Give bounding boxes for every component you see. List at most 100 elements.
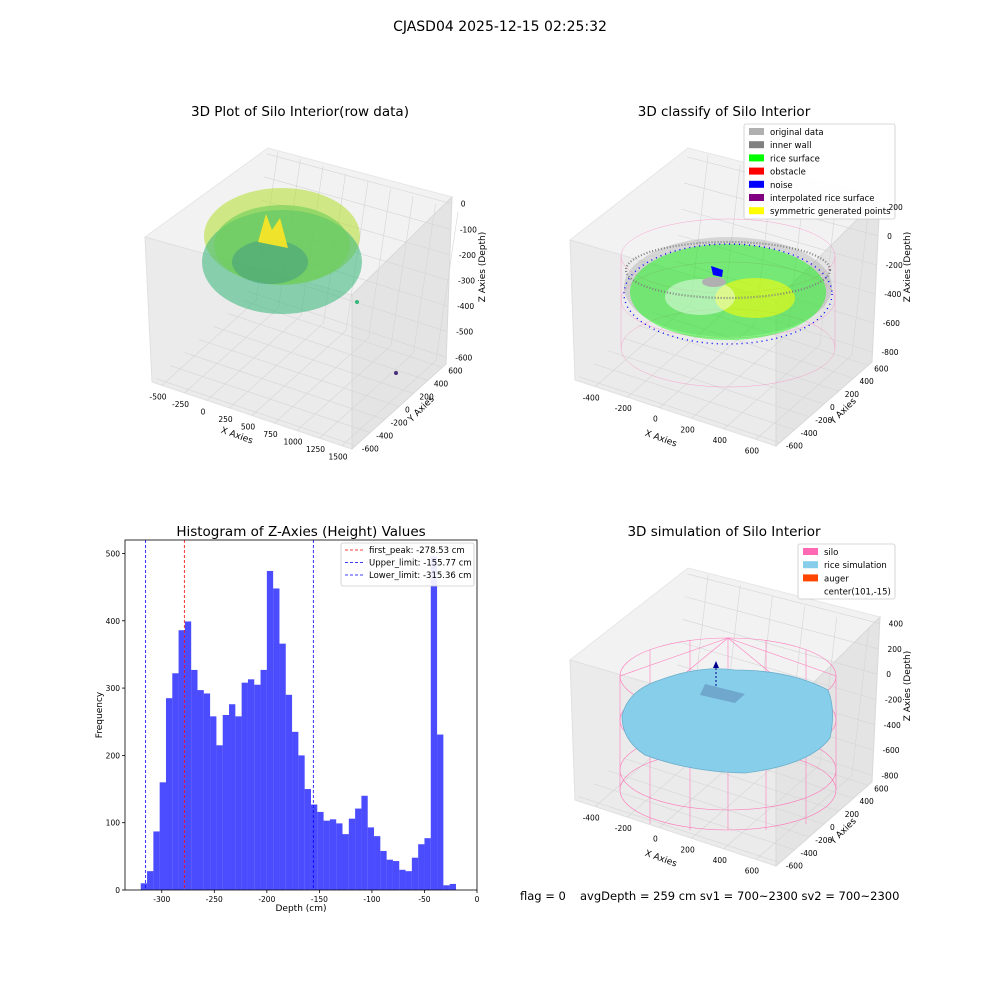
histogram-bar: [210, 716, 217, 890]
simulation-rice-surface: [621, 661, 833, 774]
histogram-bars: [140, 556, 456, 890]
raw-3d-panel: 3D Plot of Silo Interior(row data) X Axi…: [143, 104, 488, 462]
simulation-zticks: 400 200 0 -200 -400 -600 -800: [881, 620, 903, 781]
histogram-bar: [178, 630, 185, 890]
histogram-bar: [304, 789, 311, 890]
histogram-legend: first_peak: -278.53 cm Upper_limit: -155.…: [340, 542, 475, 587]
simulation-panel-title: 3D simulation of Silo Interior: [627, 524, 821, 540]
histogram-bar: [159, 782, 166, 890]
classify-ztick-label: -400: [884, 290, 901, 299]
classify-ytick-label: 400: [859, 377, 874, 386]
histogram-bar: [449, 883, 456, 890]
histogram-bar: [405, 871, 412, 890]
histogram-bar: [229, 704, 236, 890]
raw-xtick-label: 1500: [328, 453, 347, 462]
classify-ztick-label: 200: [889, 203, 904, 212]
raw-xtick-label: 0: [201, 407, 206, 416]
histogram-ylabel: Frequency: [95, 691, 105, 738]
simulation-ytick-label: -200: [815, 836, 832, 845]
simulation-legend-swatch: [803, 587, 818, 595]
classify-legend-label: noise: [770, 181, 793, 191]
simulation-ztick-label: -800: [881, 771, 898, 780]
histogram-ytick-label: 400: [106, 617, 121, 626]
simulation-legend-label: auger: [824, 574, 849, 584]
histogram-bar: [424, 838, 431, 890]
histogram-bar: [399, 869, 406, 890]
classify-legend-label: inner wall: [770, 141, 811, 151]
histogram-vlines: [145, 540, 314, 890]
histogram-bar: [165, 698, 173, 890]
raw-xtick-label: 250: [218, 415, 233, 424]
histogram-bar: [310, 804, 318, 890]
simulation-ztick-label: -400: [884, 721, 901, 730]
footer-stats: avgDepth = 259 cm sv1 = 700~2300 sv2 = 7…: [580, 889, 899, 903]
histogram-bar: [437, 734, 444, 890]
histogram-legend-label: Lower_limit: -315.36 cm: [369, 571, 471, 581]
histogram-panel: Histogram of Z-Axies (Height) Values -30…: [95, 524, 480, 914]
classify-legend-swatch: [749, 167, 764, 175]
classify-xtick-label: 400: [713, 436, 728, 445]
histogram-bar: [216, 745, 223, 890]
simulation-legend-label: rice simulation: [824, 561, 887, 571]
histogram-bar: [374, 836, 381, 890]
classify-legend-label: symmetric generated points: [770, 207, 891, 217]
raw-ytick-label: 0: [405, 406, 410, 415]
histogram-legend-label: first_peak: -278.53 cm: [369, 546, 465, 556]
classify-xtick-label: -400: [583, 394, 600, 403]
histogram-bar: [266, 570, 274, 890]
raw-xtick-label: 1000: [283, 438, 302, 447]
histogram-bar: [260, 669, 267, 890]
histogram-bar: [184, 621, 192, 890]
classify-ytick-label: -400: [801, 429, 818, 438]
classify-3d-panel: 3D classify of Silo Interior original da…: [568, 104, 913, 456]
histogram-ytick-label: 200: [106, 751, 121, 760]
histogram-bar: [361, 795, 368, 890]
simulation-xtick-label: 600: [745, 866, 760, 875]
raw-ztick-label: -100: [460, 225, 477, 234]
simulation-legend-label: center(101,-15): [824, 588, 891, 598]
histogram-bar: [292, 731, 299, 890]
simulation-zlabel: Z Axies (Depth): [903, 651, 913, 722]
simulation-3d-panel: 3D simulation of Silo Interior silo rice …: [568, 524, 913, 875]
simulation-xtick-label: -200: [615, 824, 632, 833]
raw-ytick-label: 400: [434, 379, 449, 388]
histogram-xtick-label: -300: [153, 895, 170, 904]
histogram-bar: [323, 820, 330, 890]
classify-ytick-label: -200: [815, 416, 832, 425]
classify-legend-label: original data: [770, 128, 824, 138]
histogram-bar: [247, 679, 255, 890]
classify-legend-swatch: [749, 154, 764, 162]
classify-ztick-label: -800: [881, 348, 898, 357]
classify-xticks: -400 -200 0 200 400 600: [583, 394, 760, 456]
histogram-ytick-label: 300: [106, 684, 121, 693]
simulation-xtick-label: -400: [583, 814, 600, 823]
histogram-xlabel: Depth (cm): [275, 904, 326, 914]
histogram-bar: [386, 859, 393, 890]
raw-ztick-label: -500: [456, 328, 473, 337]
classify-ztick-label: 0: [887, 232, 892, 241]
histogram-bar: [336, 823, 343, 890]
histogram-bar: [235, 716, 242, 890]
histogram-bar: [411, 857, 419, 890]
histogram-xtick-label: -250: [206, 895, 223, 904]
histogram-ytick-label: 0: [115, 886, 120, 895]
classify-legend-label: obstacle: [770, 168, 806, 178]
histogram-title: Histogram of Z-Axies (Height) Values: [176, 524, 425, 540]
histogram-plot-frame: [124, 539, 478, 891]
histogram-bar: [279, 643, 286, 890]
raw-ztick-label: -200: [459, 251, 476, 260]
raw-point-cloud: [202, 188, 398, 375]
simulation-legend-swatch: [803, 561, 818, 569]
simulation-ztick-label: -200: [885, 696, 902, 705]
histogram-xticks: -300 -250 -200 -150 -100 -50 0: [153, 890, 480, 904]
histogram-legend-label: Upper_limit: -155.77 cm: [369, 559, 472, 569]
simulation-ztick-label: 200: [887, 645, 902, 654]
raw-ytick-label: -400: [376, 432, 393, 441]
histogram-bar: [197, 690, 204, 890]
histogram-ytick-label: 100: [106, 819, 121, 828]
classify-legend-label: interpolated rice surface: [770, 194, 875, 204]
simulation-legend-swatch: [803, 574, 818, 582]
